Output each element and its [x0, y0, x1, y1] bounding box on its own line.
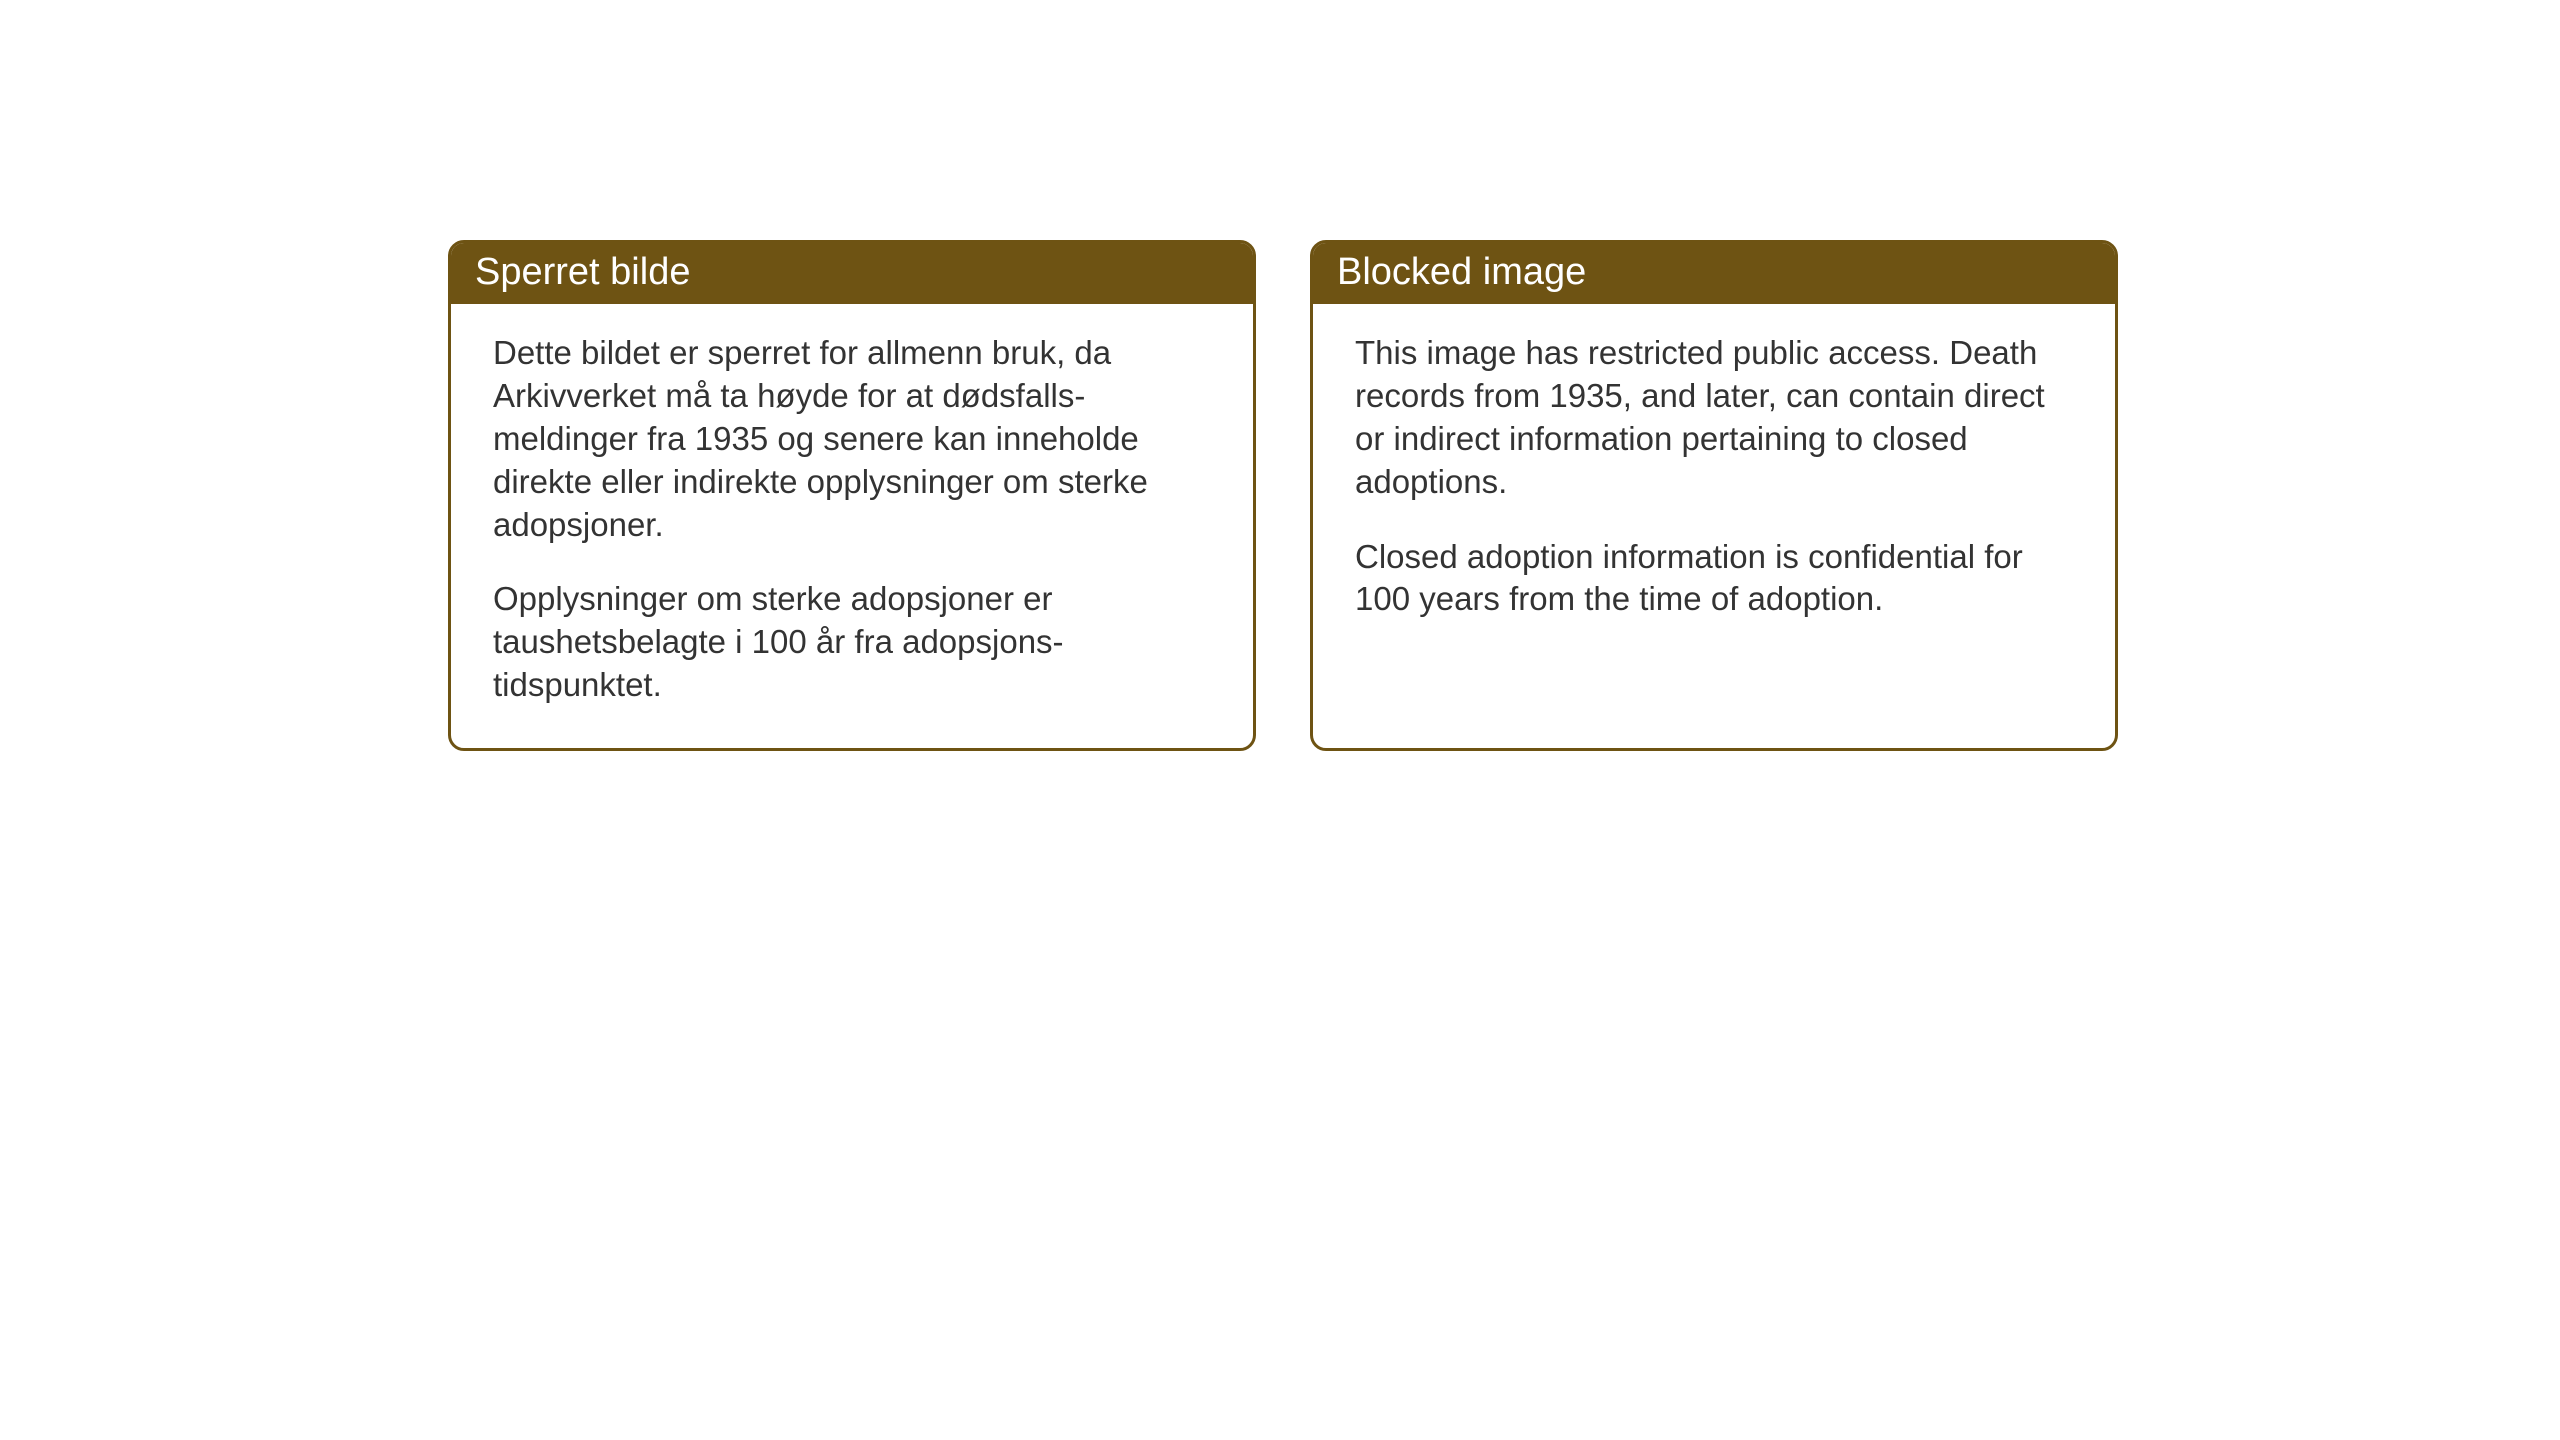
norwegian-paragraph-2: Opplysninger om sterke adopsjoner er tau… — [493, 578, 1211, 707]
norwegian-paragraph-1: Dette bildet er sperret for allmenn bruk… — [493, 332, 1211, 546]
english-notice-box: Blocked image This image has restricted … — [1310, 240, 2118, 751]
english-notice-body: This image has restricted public access.… — [1313, 304, 2115, 657]
english-notice-title: Blocked image — [1313, 243, 2115, 304]
english-paragraph-1: This image has restricted public access.… — [1355, 332, 2073, 504]
norwegian-notice-body: Dette bildet er sperret for allmenn bruk… — [451, 304, 1253, 743]
notice-container: Sperret bilde Dette bildet er sperret fo… — [0, 0, 2560, 751]
norwegian-notice-title: Sperret bilde — [451, 243, 1253, 304]
english-paragraph-2: Closed adoption information is confident… — [1355, 536, 2073, 622]
norwegian-notice-box: Sperret bilde Dette bildet er sperret fo… — [448, 240, 1256, 751]
